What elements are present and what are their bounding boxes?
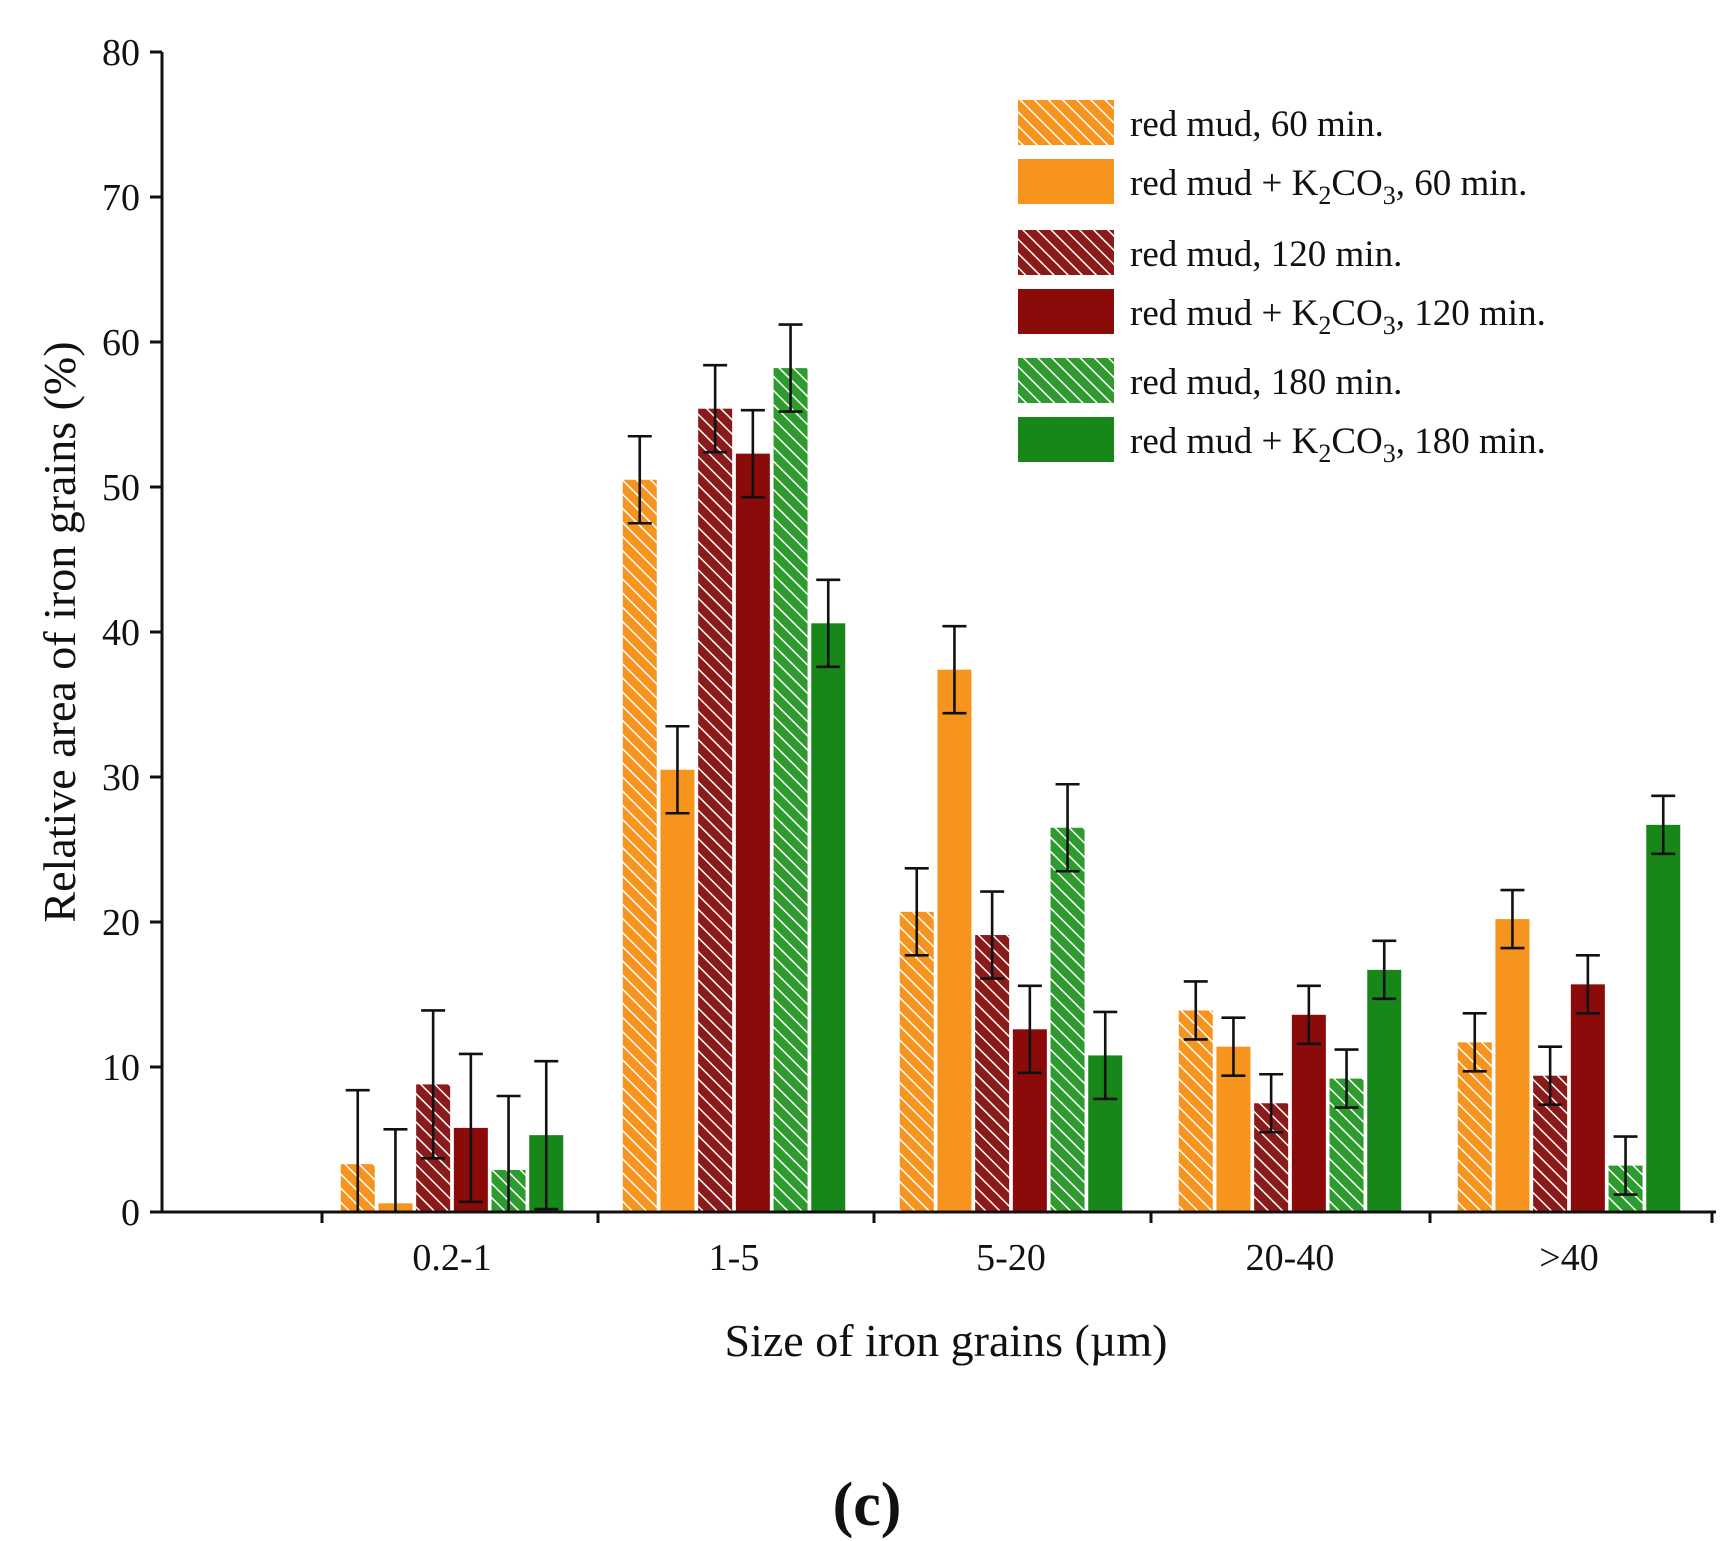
bars-group: [340, 368, 1681, 1213]
y-tick-label: 30: [102, 757, 140, 799]
bar: [698, 408, 733, 1212]
bar: [735, 453, 770, 1212]
legend-label: red mud + K2CO3, 120 min.: [1130, 293, 1546, 340]
y-tick-label: 0: [121, 1192, 140, 1234]
error-bar: [980, 890, 1005, 980]
legend-swatch: [1018, 358, 1114, 403]
bar: [622, 479, 657, 1212]
y-ticks-group: 0 10 20 30 40 50 60 70 80: [102, 32, 162, 1234]
error-bar: [816, 578, 841, 669]
legend-label: red mud, 120 min.: [1130, 234, 1402, 275]
panel-label: (c): [833, 1471, 902, 1539]
error-bar: [904, 867, 929, 957]
error-bar: [1575, 954, 1600, 1015]
x-tick-label: 5-20: [976, 1237, 1046, 1279]
legend-swatch: [1018, 417, 1114, 462]
error-bar: [1538, 1045, 1563, 1106]
bar: [660, 769, 695, 1212]
bar: [773, 368, 808, 1213]
error-bar: [627, 434, 652, 525]
error-bar: [1221, 1016, 1246, 1077]
y-tick-label: 10: [102, 1047, 140, 1089]
y-tick-label: 80: [102, 32, 140, 74]
bar: [1050, 827, 1085, 1212]
error-bar: [421, 1009, 446, 1160]
error-bar: [1093, 1010, 1118, 1101]
error-bar: [458, 1052, 483, 1204]
y-tick-label: 50: [102, 467, 140, 509]
bar: [1178, 1010, 1213, 1212]
error-bar: [942, 624, 967, 715]
legend-label: red mud + K2CO3, 60 min.: [1130, 163, 1527, 210]
bar: [899, 911, 934, 1212]
error-bar: [665, 724, 690, 815]
legend-label: red mud, 60 min.: [1130, 104, 1384, 145]
x-axis-title: Size of iron grains (µm): [725, 1315, 1168, 1366]
x-tick-label: >40: [1539, 1237, 1598, 1279]
error-bar: [703, 363, 728, 454]
error-bar: [1372, 939, 1397, 1001]
error-bars-group: [345, 323, 1676, 1214]
error-bar: [778, 323, 803, 413]
legend-swatch: [1018, 100, 1114, 145]
error-bar: [383, 1128, 408, 1214]
legend-swatch: [1018, 289, 1114, 334]
error-bar: [1462, 1012, 1487, 1073]
error-bar: [1613, 1135, 1638, 1196]
legend-label: red mud + K2CO3, 180 min.: [1130, 421, 1546, 468]
bar: [811, 623, 846, 1212]
legend: red mud, 60 min. red mud + K2CO3, 60 min.…: [1018, 100, 1546, 468]
error-bar: [1334, 1048, 1359, 1109]
error-bar: [1017, 984, 1042, 1075]
bar: [975, 935, 1010, 1212]
y-tick-label: 40: [102, 612, 140, 654]
error-bar: [1500, 888, 1525, 950]
y-tick-label: 60: [102, 322, 140, 364]
error-bar: [534, 1059, 559, 1211]
bar: [1646, 824, 1681, 1212]
error-bar: [1183, 980, 1208, 1041]
legend-label: red mud, 180 min.: [1130, 362, 1402, 403]
error-bar: [1651, 794, 1676, 856]
legend-swatch: [1018, 230, 1114, 275]
error-bar: [740, 408, 765, 499]
bar: [1495, 919, 1530, 1212]
error-bar: [1296, 984, 1321, 1046]
error-bar: [1259, 1072, 1284, 1134]
bar: [1291, 1014, 1326, 1212]
bar: [1570, 984, 1605, 1212]
x-tick-label: 0.2-1: [412, 1237, 491, 1279]
legend-swatch: [1018, 159, 1114, 204]
y-tick-label: 70: [102, 177, 140, 219]
y-tick-label: 20: [102, 902, 140, 944]
error-bar: [1055, 782, 1080, 873]
bar: [937, 669, 972, 1212]
y-axis-title: Relative area of iron grains (%): [34, 341, 85, 922]
x-tick-label: 20-40: [1246, 1237, 1335, 1279]
x-tick-label: 1-5: [709, 1237, 760, 1279]
bar: [1367, 969, 1402, 1212]
x-ticks-group: 0.2-1 1-5 5-20 20-40 >40: [320, 1212, 1714, 1279]
